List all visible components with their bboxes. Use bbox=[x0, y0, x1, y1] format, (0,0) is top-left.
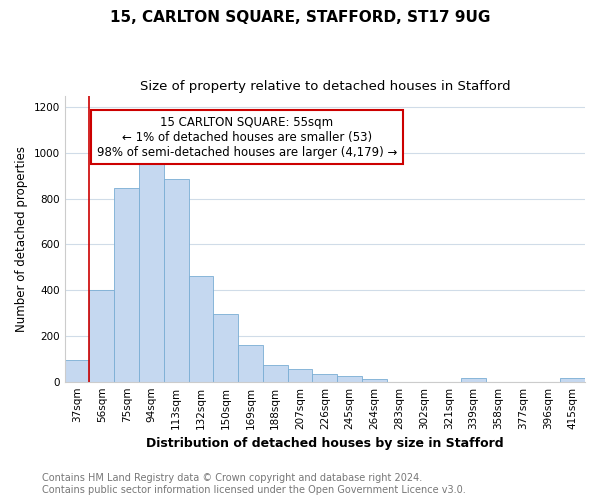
Bar bbox=[238, 345, 263, 382]
Bar bbox=[89, 290, 114, 382]
Bar bbox=[313, 374, 337, 382]
Bar bbox=[287, 369, 313, 382]
Y-axis label: Number of detached properties: Number of detached properties bbox=[15, 146, 28, 332]
Bar bbox=[164, 179, 188, 382]
Text: Contains HM Land Registry data © Crown copyright and database right 2024.
Contai: Contains HM Land Registry data © Crown c… bbox=[42, 474, 466, 495]
X-axis label: Distribution of detached houses by size in Stafford: Distribution of detached houses by size … bbox=[146, 437, 503, 450]
Bar bbox=[362, 380, 387, 382]
Text: 15, CARLTON SQUARE, STAFFORD, ST17 9UG: 15, CARLTON SQUARE, STAFFORD, ST17 9UG bbox=[110, 10, 490, 25]
Bar bbox=[65, 360, 89, 382]
Bar bbox=[560, 378, 585, 382]
Bar bbox=[263, 364, 287, 382]
Bar bbox=[461, 378, 486, 382]
Text: 15 CARLTON SQUARE: 55sqm
← 1% of detached houses are smaller (53)
98% of semi-de: 15 CARLTON SQUARE: 55sqm ← 1% of detache… bbox=[97, 116, 397, 158]
Title: Size of property relative to detached houses in Stafford: Size of property relative to detached ho… bbox=[140, 80, 510, 93]
Bar bbox=[337, 376, 362, 382]
Bar bbox=[214, 314, 238, 382]
Bar bbox=[139, 161, 164, 382]
Bar bbox=[114, 188, 139, 382]
Bar bbox=[188, 276, 214, 382]
